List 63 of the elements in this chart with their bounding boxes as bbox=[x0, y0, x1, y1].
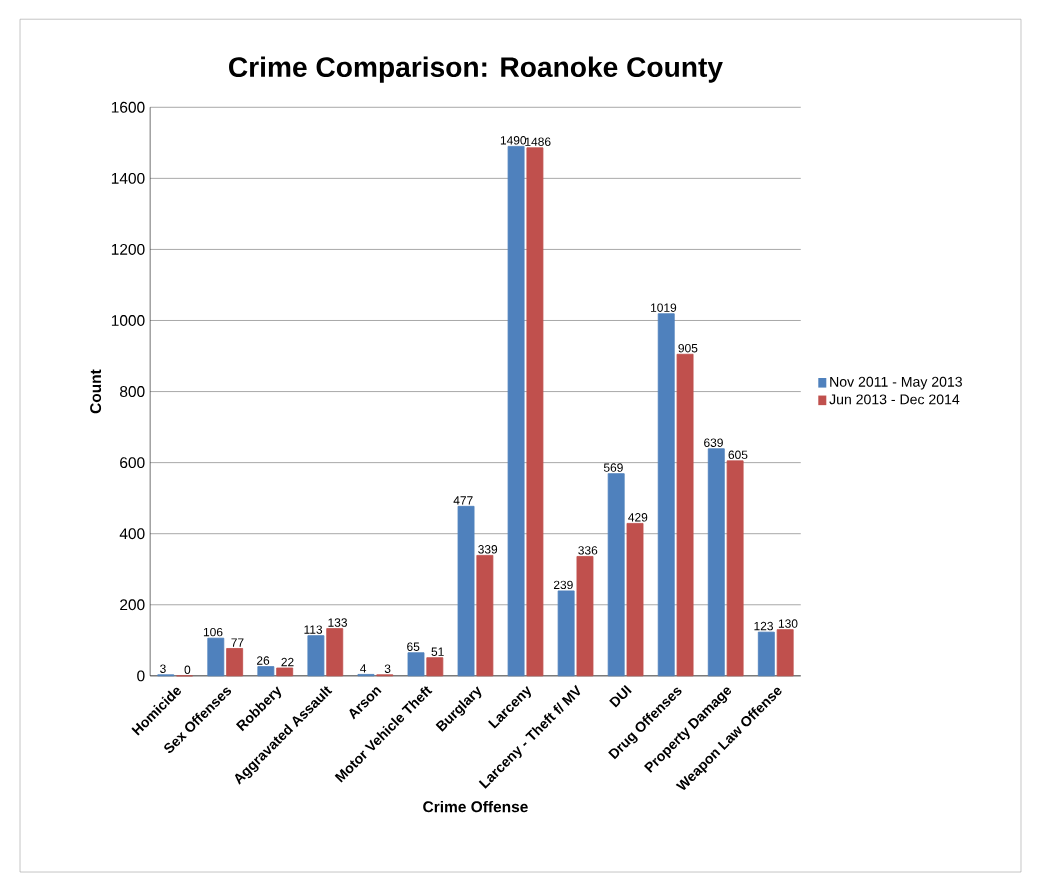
y-axis-title: Count bbox=[90, 369, 102, 414]
legend-label: Jun 2013 - Dec 2014 bbox=[829, 394, 960, 405]
data-label: 106 bbox=[203, 627, 223, 637]
bar bbox=[626, 522, 644, 677]
data-label: 3 bbox=[384, 664, 391, 673]
bar bbox=[726, 460, 744, 677]
y-tick-label: 800 bbox=[120, 386, 145, 398]
bar bbox=[557, 590, 575, 677]
data-label: 605 bbox=[728, 450, 748, 460]
data-label: 3 bbox=[160, 664, 166, 673]
x-tick-label: DUI bbox=[609, 684, 632, 708]
data-label: 133 bbox=[328, 618, 347, 627]
bar bbox=[707, 448, 725, 677]
data-label: 429 bbox=[628, 513, 648, 522]
bar bbox=[676, 353, 694, 677]
data-label: 51 bbox=[431, 647, 444, 656]
data-label: 1486 bbox=[525, 137, 551, 146]
data-label: 130 bbox=[778, 619, 798, 628]
data-label: 26 bbox=[256, 656, 270, 665]
bar bbox=[276, 667, 294, 677]
data-label: 336 bbox=[578, 546, 598, 555]
bar bbox=[326, 628, 344, 677]
y-tick-label: 1000 bbox=[111, 315, 145, 326]
data-label: 1019 bbox=[651, 303, 677, 312]
bar bbox=[576, 556, 594, 677]
data-label: 65 bbox=[407, 642, 420, 651]
bar bbox=[507, 145, 525, 677]
bar bbox=[257, 666, 275, 677]
data-label: 0 bbox=[184, 665, 191, 674]
bar bbox=[407, 652, 425, 677]
bar bbox=[307, 635, 325, 677]
data-label: 639 bbox=[704, 438, 723, 447]
bar bbox=[526, 147, 544, 677]
y-tick-label: 200 bbox=[120, 599, 145, 611]
data-label: 22 bbox=[281, 657, 294, 667]
chart-title: Crime Comparison: Roanoke County bbox=[229, 56, 723, 83]
legend-label: Nov 2011 - May 2013 bbox=[830, 376, 962, 390]
bar bbox=[757, 631, 775, 677]
data-label: 4 bbox=[360, 664, 367, 673]
y-tick-label: 1400 bbox=[111, 172, 145, 184]
bar bbox=[226, 648, 244, 677]
data-label: 123 bbox=[754, 621, 773, 631]
y-tick-label: 0 bbox=[137, 670, 145, 682]
bar bbox=[207, 637, 225, 677]
y-tick-label: 1200 bbox=[111, 243, 145, 255]
y-tick-label: 400 bbox=[119, 528, 145, 540]
data-label: 239 bbox=[553, 580, 573, 590]
y-tick-label: 1600 bbox=[111, 101, 145, 113]
bar bbox=[476, 554, 494, 677]
x-axis-title: Crime Offense bbox=[423, 800, 528, 813]
data-label: 113 bbox=[304, 625, 323, 634]
data-label: 905 bbox=[678, 343, 698, 353]
bar bbox=[607, 473, 625, 677]
data-label: 339 bbox=[478, 545, 498, 554]
y-tick-label: 600 bbox=[120, 457, 145, 469]
bar bbox=[776, 629, 794, 677]
data-label: 477 bbox=[453, 496, 473, 505]
data-label: 569 bbox=[603, 463, 623, 472]
bar bbox=[657, 313, 675, 677]
bar bbox=[426, 657, 444, 677]
data-label: 77 bbox=[231, 638, 244, 647]
bar bbox=[457, 505, 475, 677]
data-label: 1490 bbox=[500, 136, 527, 145]
